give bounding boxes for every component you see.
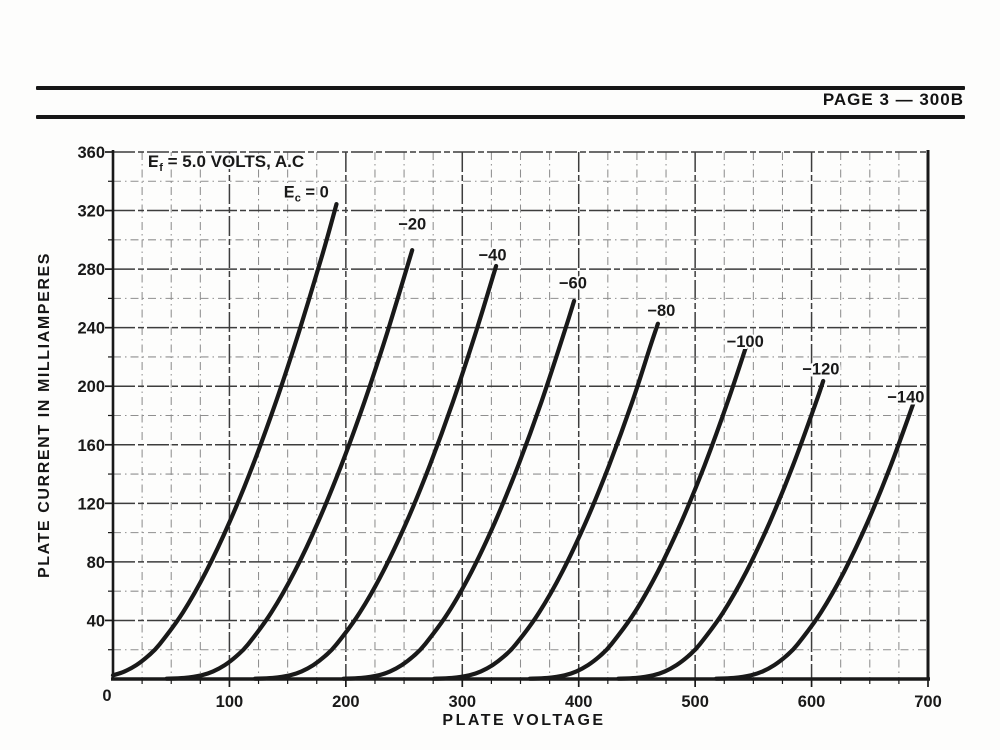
curve-label-ec-0: Ec = 0 [284,184,329,205]
curve-ec-100 [527,340,750,681]
curve-ec-140 [714,399,917,681]
y-axis-title: PLATE CURRENT IN MILLIAMPERES [36,251,53,579]
y-tick-label: 120 [77,495,105,513]
curve-ec-80 [432,321,660,681]
y-tick-label: 240 [77,320,105,338]
curve-label-ec-40: −40 [479,246,507,264]
curve-ec-120 [616,378,826,681]
header-rule-top [36,86,965,90]
y-tick-label: 80 [87,554,105,572]
curve-ec-60 [341,298,577,681]
x-tick-label: 300 [449,693,477,711]
y-tick-label: 360 [77,144,105,162]
y-tick-label: 280 [77,261,105,279]
curve-label-ec-100: −100 [727,333,764,351]
curve-label-ec-20: −20 [398,216,426,234]
origin-tick-label: 0 [102,687,111,705]
x-tick-label: 400 [565,693,593,711]
header-rule-bottom [36,115,965,119]
y-tick-label: 40 [87,612,105,630]
curve-label-ec-80: −80 [647,302,675,320]
curve-label-ec-120: −120 [802,361,839,379]
y-tick-label: 200 [77,378,105,396]
x-tick-label: 100 [216,693,244,711]
y-tick-label: 320 [77,203,105,221]
curve-label-ec-140: −140 [887,388,924,406]
y-tick-label: 160 [77,437,105,455]
curve-ec-20 [164,248,415,681]
curve-ec-40 [252,263,499,681]
page-number-label: PAGE 3 — 300B [822,90,964,109]
x-tick-label: 600 [798,693,826,711]
curve-label-ec-60: −60 [559,274,587,292]
curve-ec-0 [110,202,339,678]
x-axis-title: PLATE VOLTAGE [442,712,606,729]
filament-condition-label: Ef = 5.0 VOLTS, A.C [148,152,304,174]
x-tick-label: 700 [914,693,942,711]
x-tick-label: 200 [332,693,360,711]
x-tick-label: 500 [681,693,709,711]
